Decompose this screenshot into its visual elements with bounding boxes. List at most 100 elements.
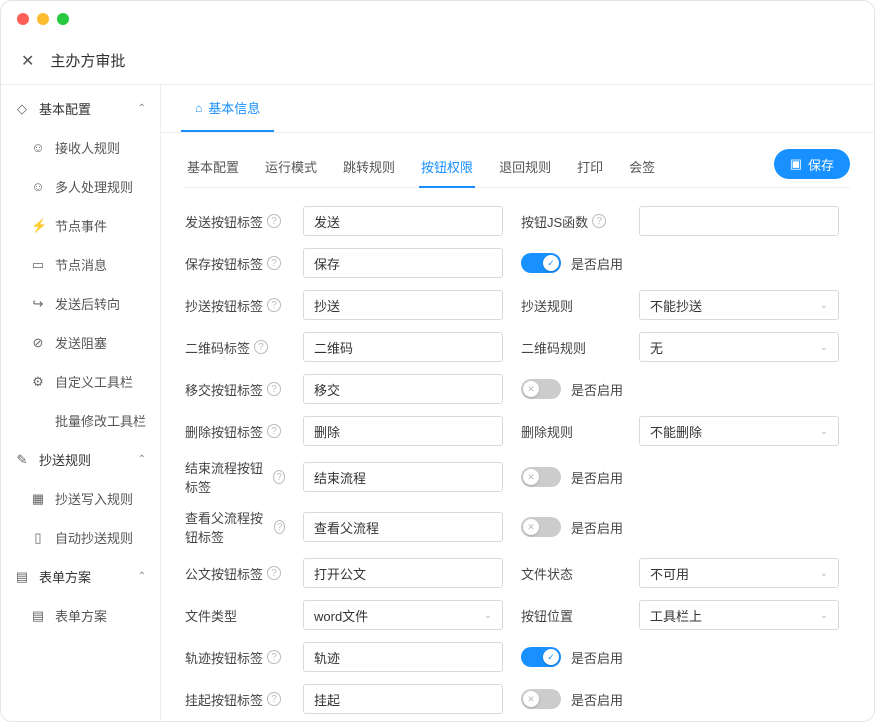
sidebar-item[interactable]: ▦ 抄送写入规则 (1, 479, 160, 518)
sidebar-item[interactable]: ☺ 多人处理规则 (1, 167, 160, 206)
help-icon[interactable]: ? (267, 650, 281, 664)
sub-tab[interactable]: 会签 (627, 147, 657, 188)
sidebar-item-label: 发送阻塞 (55, 333, 107, 352)
sidebar-item[interactable]: ▤ 表单方案 (1, 596, 160, 635)
select-input[interactable]: word文件⌄ (303, 600, 503, 630)
sidebar-item[interactable]: ⚙ 自定义工具栏 (1, 362, 160, 401)
sidebar-group-header[interactable]: ◇ 基本配置 ⌃ (1, 89, 160, 128)
sub-tab[interactable]: 打印 (575, 147, 605, 188)
sidebar-group-label: 抄送规则 (39, 450, 91, 469)
form-label: 抄送规则 (521, 296, 621, 315)
tab-basic-info[interactable]: ⌂ 基本信息 (181, 85, 274, 132)
save-button[interactable]: ▣ 保存 (774, 149, 850, 179)
help-icon[interactable]: ? (592, 214, 606, 228)
sidebar-item-label: 自动抄送规则 (55, 528, 133, 547)
toggle-switch[interactable] (521, 689, 561, 709)
toggle-switch[interactable] (521, 517, 561, 537)
form-label: 轨迹按钮标签? (185, 648, 285, 667)
help-icon[interactable]: ? (267, 424, 281, 438)
text-input[interactable] (303, 332, 503, 362)
text-input[interactable] (639, 206, 839, 236)
toggle-switch[interactable] (521, 253, 561, 273)
item-icon: ⊘ (31, 335, 45, 351)
text-input[interactable] (303, 462, 503, 492)
toggle-wrap: 是否启用 (521, 379, 839, 399)
select-input[interactable]: 不可用⌄ (639, 558, 839, 588)
sub-tab[interactable]: 基本配置 (185, 147, 241, 188)
window-close-dot[interactable] (17, 13, 29, 25)
sidebar-group-header[interactable]: ▤ 表单方案 ⌃ (1, 557, 160, 596)
window-minimize-dot[interactable] (37, 13, 49, 25)
help-icon[interactable]: ? (267, 214, 281, 228)
text-input[interactable] (303, 558, 503, 588)
sidebar-item-label: 节点事件 (55, 216, 107, 235)
window-maximize-dot[interactable] (57, 13, 69, 25)
select-input[interactable]: 无⌄ (639, 332, 839, 362)
body: ◇ 基本配置 ⌃☺ 接收人规则☺ 多人处理规则⚡ 节点事件▭ 节点消息↪ 发送后… (1, 85, 874, 721)
titlebar (1, 1, 874, 37)
item-icon: ☺ (31, 179, 45, 194)
select-input[interactable]: 不能删除⌄ (639, 416, 839, 446)
text-input[interactable] (303, 512, 503, 542)
home-icon: ⌂ (195, 101, 202, 115)
toggle-switch[interactable] (521, 647, 561, 667)
help-icon[interactable]: ? (273, 470, 285, 484)
toggle-label: 是否启用 (571, 648, 623, 667)
text-input[interactable] (303, 416, 503, 446)
sub-tab[interactable]: 运行模式 (263, 147, 319, 188)
form-label: 结束流程按钮标签? (185, 458, 285, 496)
sub-tab[interactable]: 跳转规则 (341, 147, 397, 188)
sidebar-item[interactable]: ⊘ 发送阻塞 (1, 323, 160, 362)
sidebar-item[interactable]: ↪ 发送后转向 (1, 284, 160, 323)
sidebar-item-label: 节点消息 (55, 255, 107, 274)
main: ⌂ 基本信息 基本配置运行模式跳转规则按钮权限退回规则打印会签 ▣ 保存 发送按… (161, 85, 874, 721)
sidebar-item[interactable]: ⚡ 节点事件 (1, 206, 160, 245)
form-label: 文件状态 (521, 564, 621, 583)
help-icon[interactable]: ? (267, 256, 281, 270)
sub-tab[interactable]: 退回规则 (497, 147, 553, 188)
select-input[interactable]: 不能抄送⌄ (639, 290, 839, 320)
form-label: 删除规则 (521, 422, 621, 441)
select-input[interactable]: 工具栏上⌄ (639, 600, 839, 630)
text-input[interactable] (303, 290, 503, 320)
sidebar-item-label: 批量修改工具栏 (55, 411, 146, 430)
text-input[interactable] (303, 206, 503, 236)
text-input[interactable] (303, 374, 503, 404)
chevron-down-icon: ⌄ (820, 426, 828, 437)
sidebar-group-label: 基本配置 (39, 99, 91, 118)
help-icon[interactable]: ? (274, 520, 285, 534)
sidebar-item-label: 自定义工具栏 (55, 372, 133, 391)
form-label: 二维码标签? (185, 338, 285, 357)
form-label: 文件类型 (185, 606, 285, 625)
sidebar-group-header[interactable]: ✎ 抄送规则 ⌃ (1, 440, 160, 479)
form-label: 按钮JS函数? (521, 212, 621, 231)
sidebar-item-label: 接收人规则 (55, 138, 120, 157)
text-input[interactable] (303, 248, 503, 278)
form-label: 移交按钮标签? (185, 380, 285, 399)
item-icon: ⚙ (31, 374, 45, 390)
sidebar-item[interactable]: ▭ 节点消息 (1, 245, 160, 284)
form-label: 查看父流程按钮标签? (185, 508, 285, 546)
toggle-wrap: 是否启用 (521, 647, 839, 667)
help-icon[interactable]: ? (267, 692, 281, 706)
toggle-label: 是否启用 (571, 254, 623, 273)
toggle-switch[interactable] (521, 467, 561, 487)
chevron-down-icon: ⌄ (820, 300, 828, 311)
sub-tab[interactable]: 按钮权限 (419, 147, 475, 188)
toggle-switch[interactable] (521, 379, 561, 399)
help-icon[interactable]: ? (267, 298, 281, 312)
form-label: 保存按钮标签? (185, 254, 285, 273)
sidebar-item[interactable]: ▯ 自动抄送规则 (1, 518, 160, 557)
toggle-wrap: 是否启用 (521, 517, 839, 537)
help-icon[interactable]: ? (254, 340, 268, 354)
text-input[interactable] (303, 684, 503, 714)
sidebar-item[interactable]: ☺ 接收人规则 (1, 128, 160, 167)
form-grid: 发送按钮标签?按钮JS函数?保存按钮标签?是否启用抄送按钮标签?抄送规则不能抄送… (185, 188, 850, 721)
form-label: 发送按钮标签? (185, 212, 285, 231)
text-input[interactable] (303, 642, 503, 672)
item-icon: ▤ (31, 608, 45, 624)
close-icon[interactable]: ✕ (21, 51, 34, 71)
help-icon[interactable]: ? (267, 382, 281, 396)
sidebar-item[interactable]: 批量修改工具栏 (1, 401, 160, 440)
help-icon[interactable]: ? (267, 566, 281, 580)
